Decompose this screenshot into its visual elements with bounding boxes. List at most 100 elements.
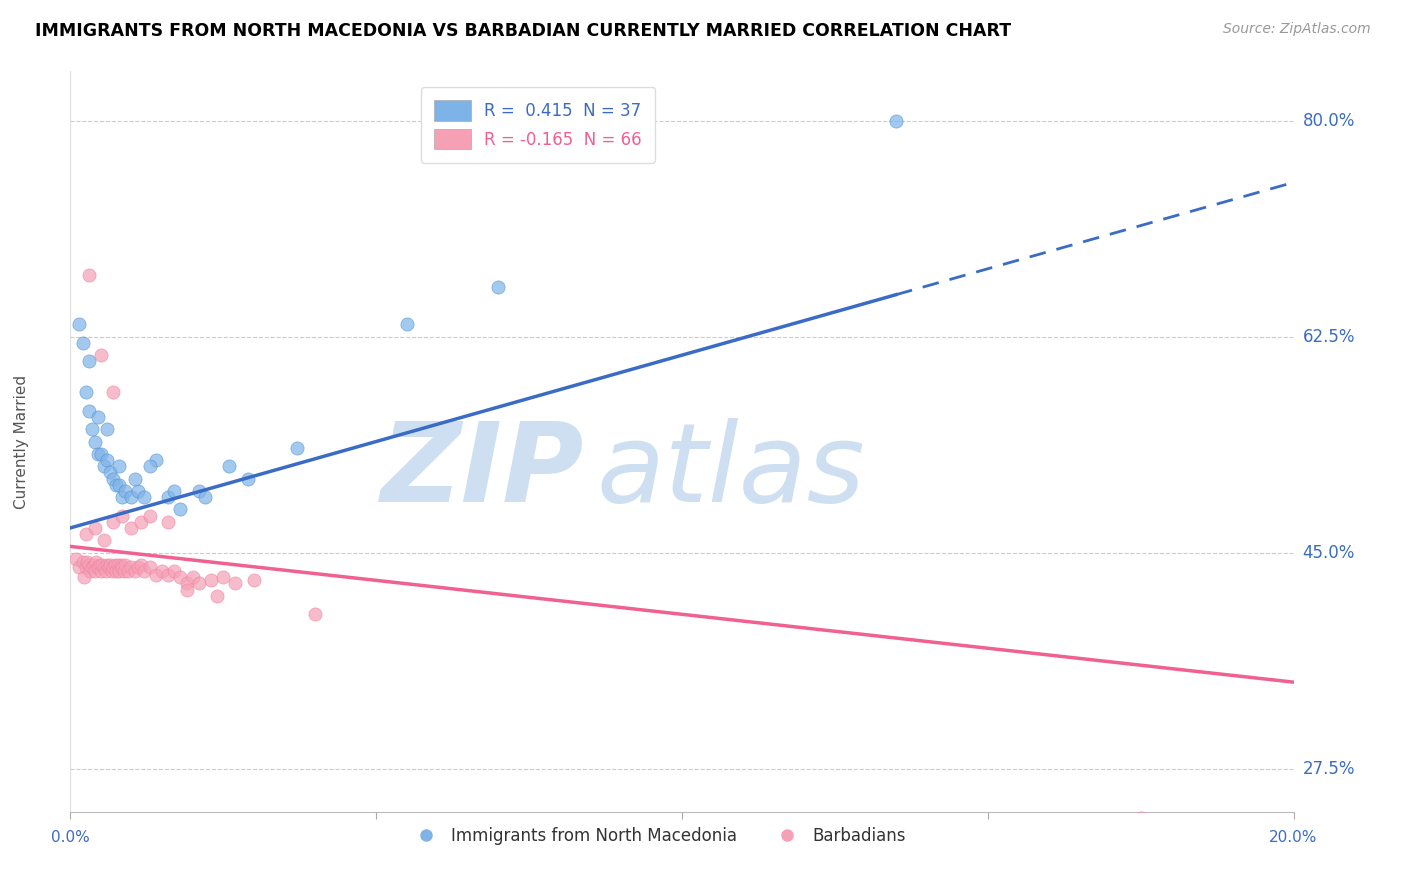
Text: 0.0%: 0.0%: [51, 830, 90, 846]
Point: [127, 483, 149, 498]
Text: 80.0%: 80.0%: [1303, 112, 1355, 129]
Point: [121, 521, 143, 535]
Text: atlas: atlas: [596, 417, 865, 524]
Point: [395, 318, 418, 332]
Point: [73, 570, 96, 584]
Point: [72, 335, 94, 350]
Point: [105, 477, 128, 491]
Point: [77, 403, 100, 417]
Point: [101, 385, 124, 400]
Point: [176, 576, 198, 591]
Point: [72, 556, 94, 570]
Point: [76, 556, 98, 570]
Point: [110, 558, 132, 572]
Point: [80, 422, 103, 436]
Text: 45.0%: 45.0%: [1303, 543, 1355, 562]
Point: [139, 459, 162, 474]
Point: [111, 508, 134, 523]
Point: [205, 589, 228, 603]
Point: [139, 560, 162, 574]
Text: IMMIGRANTS FROM NORTH MACEDONIA VS BARBADIAN CURRENTLY MARRIED CORRELATION CHART: IMMIGRANTS FROM NORTH MACEDONIA VS BARBA…: [35, 22, 1011, 40]
Point: [121, 490, 143, 504]
Point: [212, 570, 235, 584]
Point: [108, 459, 131, 474]
Point: [98, 558, 121, 572]
Point: [157, 490, 180, 504]
Legend: Immigrants from North Macedonia, Barbadians: Immigrants from North Macedonia, Barbadi…: [402, 820, 912, 852]
Point: [243, 573, 266, 587]
Point: [101, 564, 124, 578]
Point: [145, 567, 167, 582]
Point: [94, 564, 117, 578]
Point: [101, 515, 124, 529]
Point: [90, 348, 112, 362]
Point: [181, 570, 204, 584]
Point: [69, 318, 91, 332]
Point: [132, 564, 155, 578]
Point: [112, 564, 135, 578]
Point: [285, 441, 308, 455]
Point: [124, 471, 146, 485]
Point: [111, 490, 134, 504]
Point: [114, 483, 136, 498]
Point: [83, 558, 105, 572]
Point: [1129, 811, 1152, 825]
Point: [97, 560, 120, 574]
Point: [117, 564, 139, 578]
Point: [304, 607, 326, 622]
Point: [96, 422, 118, 436]
Point: [236, 471, 259, 485]
Point: [98, 466, 121, 480]
Point: [157, 515, 180, 529]
Point: [79, 564, 101, 578]
Point: [87, 447, 110, 461]
Point: [77, 268, 100, 282]
Point: [96, 453, 118, 467]
Point: [93, 560, 115, 574]
Point: [169, 570, 191, 584]
Point: [150, 564, 173, 578]
Point: [77, 558, 100, 572]
Point: [176, 582, 198, 597]
Text: Source: ZipAtlas.com: Source: ZipAtlas.com: [1223, 22, 1371, 37]
Point: [96, 558, 118, 572]
Point: [101, 560, 124, 574]
Point: [187, 483, 209, 498]
Point: [80, 560, 103, 574]
Point: [224, 576, 246, 591]
Text: Currently Married: Currently Married: [14, 375, 30, 508]
Point: [75, 385, 97, 400]
Point: [114, 558, 136, 572]
Point: [129, 558, 152, 572]
Point: [157, 567, 180, 582]
Point: [127, 560, 149, 574]
Point: [83, 521, 105, 535]
Point: [129, 515, 152, 529]
Point: [75, 560, 97, 574]
Point: [91, 558, 114, 572]
Point: [163, 564, 186, 578]
Point: [139, 508, 162, 523]
Point: [93, 459, 115, 474]
Point: [124, 564, 146, 578]
Point: [194, 490, 217, 504]
Point: [104, 558, 127, 572]
Point: [87, 560, 110, 574]
Text: ZIP: ZIP: [381, 417, 583, 524]
Point: [65, 551, 87, 566]
Point: [200, 573, 222, 587]
Point: [84, 556, 107, 570]
Point: [163, 483, 186, 498]
Point: [145, 453, 167, 467]
Text: 62.5%: 62.5%: [1303, 327, 1355, 346]
Point: [90, 564, 112, 578]
Point: [69, 560, 91, 574]
Point: [83, 564, 105, 578]
Text: 27.5%: 27.5%: [1303, 759, 1355, 778]
Point: [83, 434, 105, 449]
Point: [884, 113, 907, 128]
Point: [105, 564, 128, 578]
Point: [107, 558, 129, 572]
Point: [75, 527, 97, 541]
Point: [93, 533, 115, 548]
